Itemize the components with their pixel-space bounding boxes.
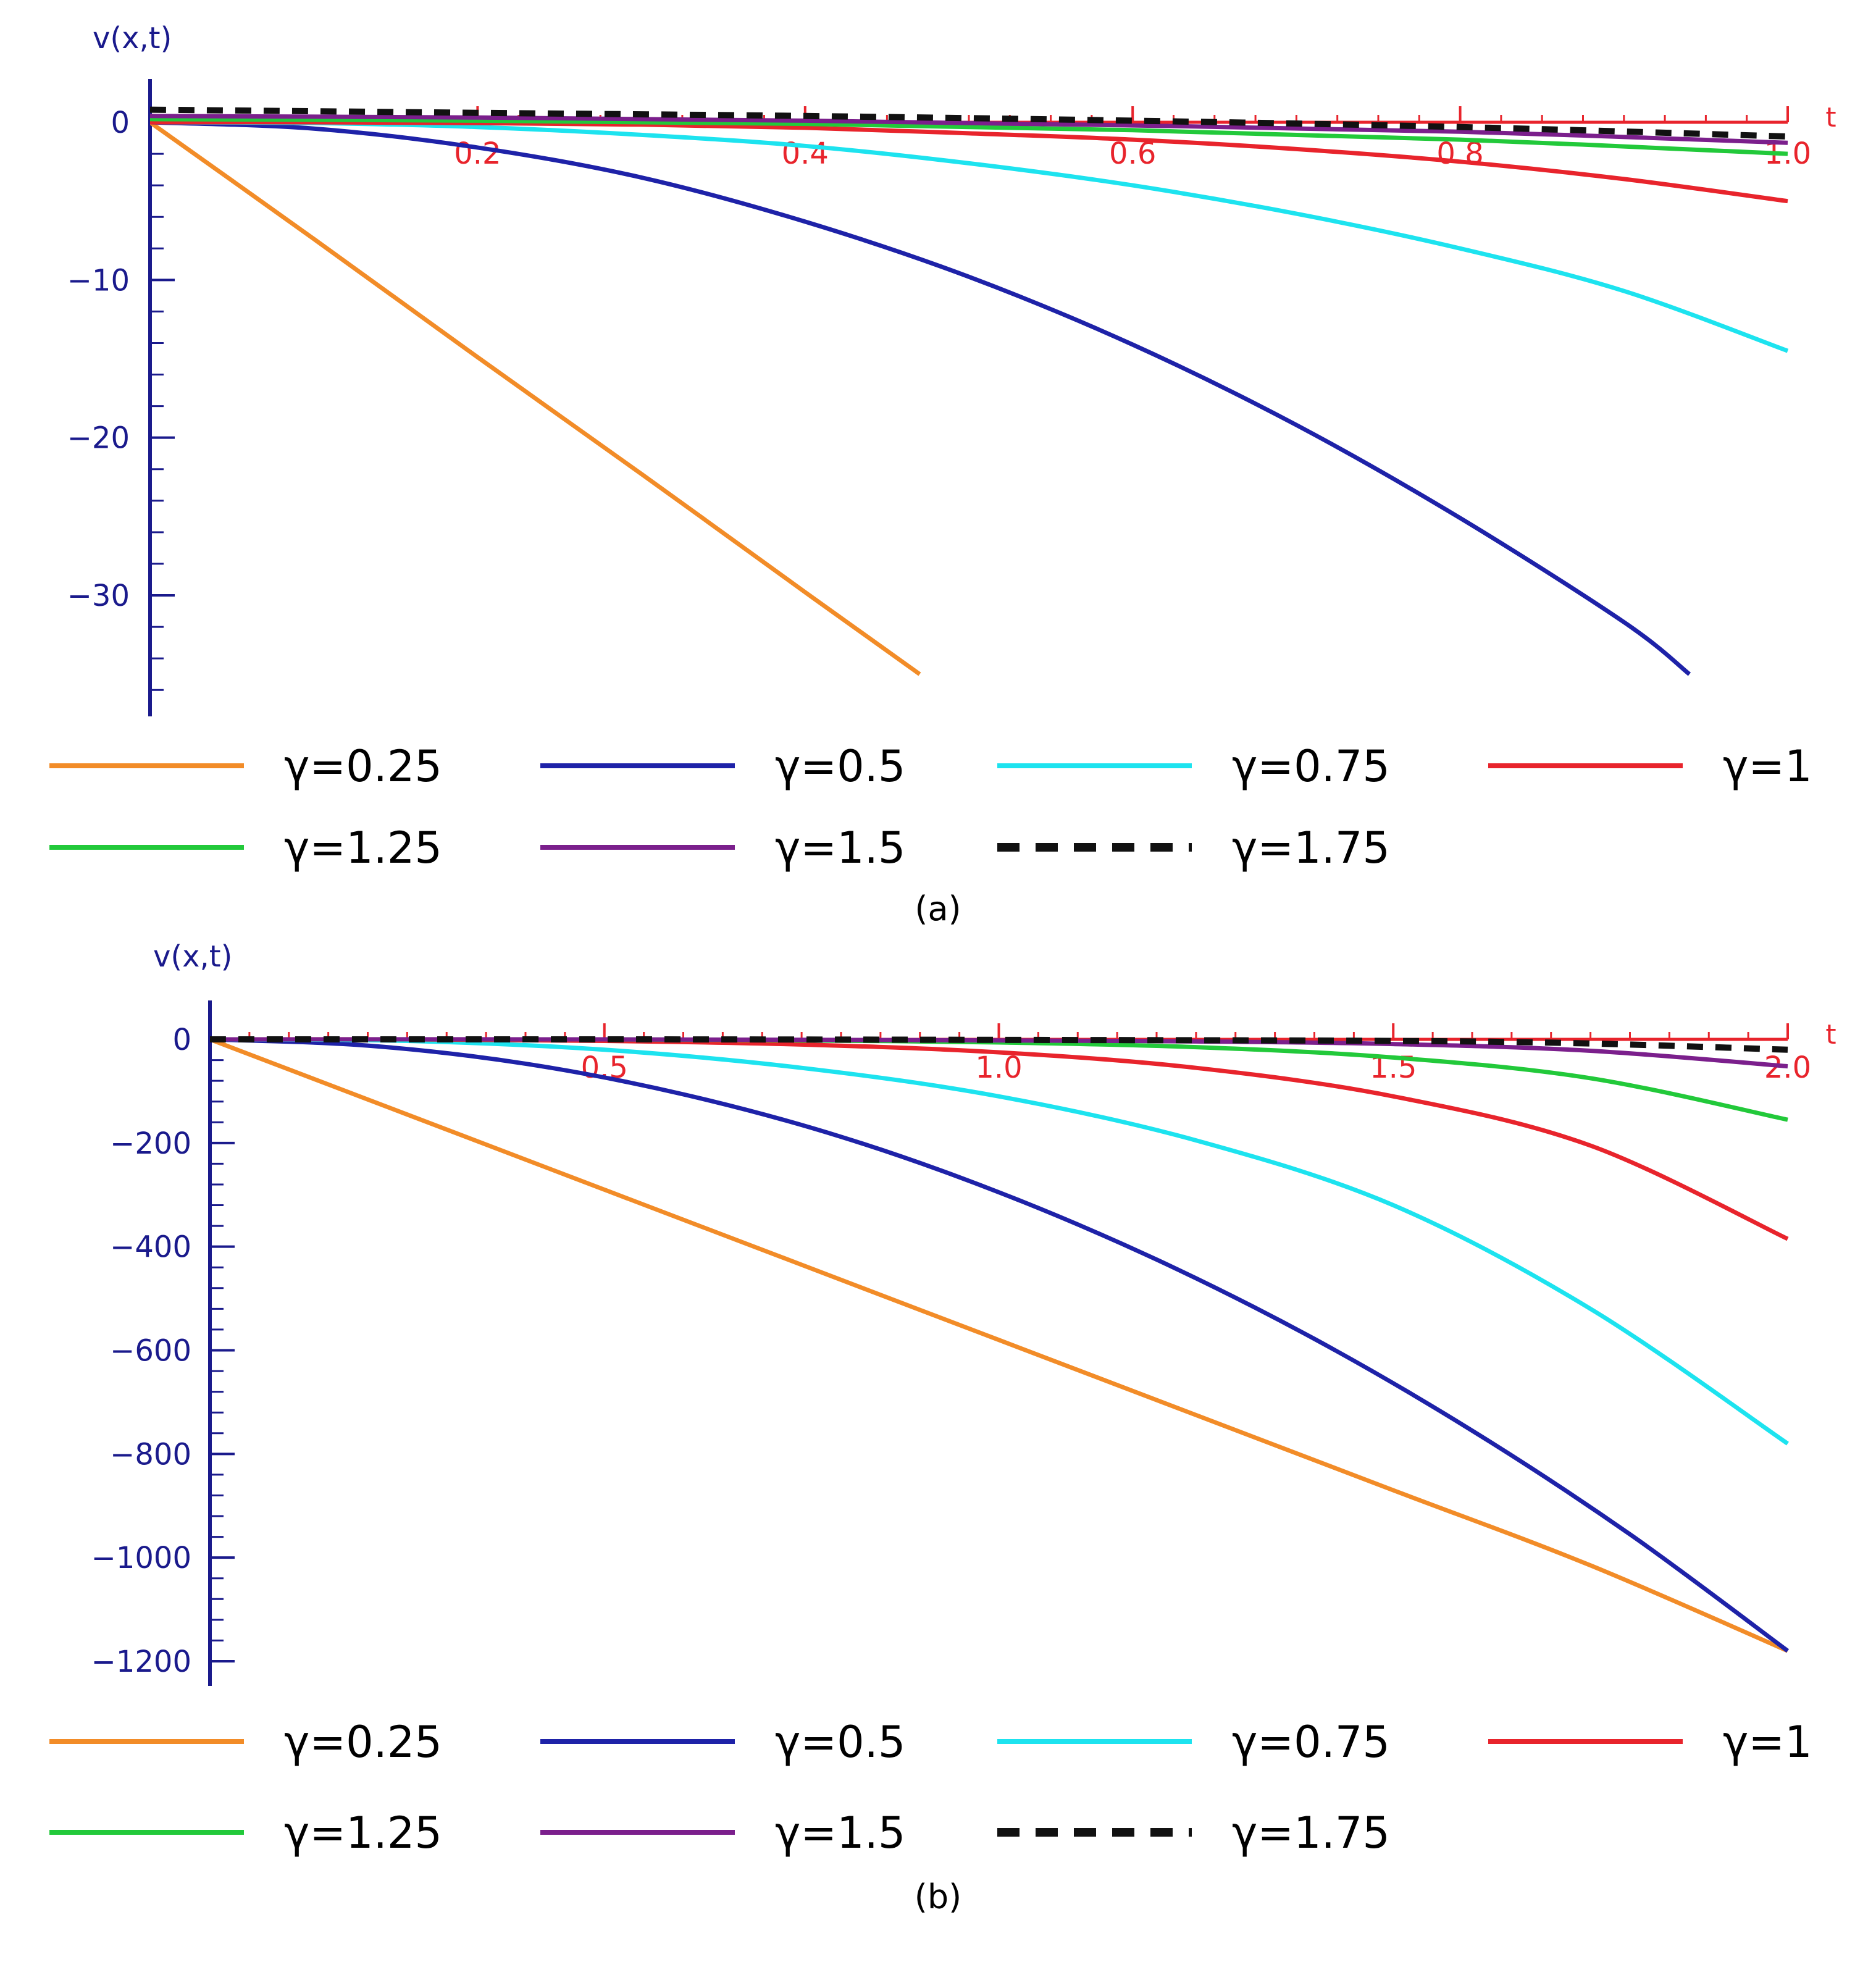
series-line-0.5 <box>150 120 1691 676</box>
series-line-1.25 <box>150 117 1788 156</box>
series-line-0.25 <box>210 1037 1789 1653</box>
series-line-1.5 <box>150 114 1788 145</box>
x-axis-title: t <box>1825 1019 1836 1050</box>
y-tick-label: −400 <box>110 1230 191 1265</box>
legend-label: γ=1.75 <box>1232 823 1390 873</box>
legend-label: γ=1.25 <box>284 823 442 873</box>
legend-label: γ=1 <box>1723 741 1812 792</box>
series-line-0.75 <box>210 1037 1789 1446</box>
x-tick-label: 0.4 <box>782 136 829 171</box>
y-tick-label: −600 <box>110 1334 191 1369</box>
y-tick-label: 0 <box>172 1023 191 1057</box>
series-line-1.75 <box>210 1036 1788 1053</box>
x-tick-label: 2.0 <box>1764 1050 1811 1085</box>
legend: γ=0.25 γ=0.5 γ=0.75 γ=1 γ=1.25 γ=1.5 γ=1.75 <box>49 1717 1812 1858</box>
chart-panel-a: 0−10−20−300.2 0.4 0.6 0.8 1.0v(x,t)tγ=0.25 γ=… <box>49 21 1836 928</box>
y-tick-label: −20 <box>67 421 130 456</box>
y-tick-label: 0 <box>111 106 130 140</box>
legend-label: γ=0.5 <box>775 1717 905 1767</box>
legend-label: γ=1.5 <box>775 823 905 873</box>
series-line-0.25 <box>150 120 921 676</box>
series-line-1 <box>150 120 1788 204</box>
legend-label: γ=1.25 <box>284 1808 442 1858</box>
series-group <box>150 106 1789 676</box>
series-line-0.75 <box>150 120 1789 353</box>
legend-label: γ=0.5 <box>775 741 905 792</box>
y-tick-label: −800 <box>110 1437 191 1472</box>
series-group <box>210 1036 1790 1653</box>
legend-label: γ=0.75 <box>1232 741 1390 792</box>
x-tick-label: 0.2 <box>454 136 501 171</box>
legend-label: γ=0.25 <box>284 1717 442 1767</box>
y-axis-title: v(x,t) <box>153 939 232 974</box>
y-axis-title: v(x,t) <box>93 21 172 56</box>
y-tick-label: −30 <box>67 579 130 613</box>
legend-label: γ=1.75 <box>1232 1808 1390 1858</box>
panel-caption: (b) <box>915 1877 961 1916</box>
x-axis-title: t <box>1825 102 1836 133</box>
panel-caption: (a) <box>915 889 961 928</box>
series-line-0.5 <box>210 1037 1790 1653</box>
legend-label: γ=1 <box>1723 1717 1812 1767</box>
legend-label: γ=0.25 <box>284 741 442 792</box>
y-tick-label: −1200 <box>91 1645 191 1679</box>
y-tick-label: −200 <box>110 1126 191 1161</box>
x-tick-label: 1.0 <box>975 1050 1022 1085</box>
y-tick-label: −1000 <box>91 1541 191 1575</box>
legend-label: γ=1.5 <box>775 1808 905 1858</box>
legend-label: γ=0.75 <box>1232 1717 1390 1767</box>
legend: γ=0.25 γ=0.5 γ=0.75 γ=1 γ=1.25 γ=1.5 γ=1.75 <box>49 741 1812 873</box>
y-tick-label: −10 <box>67 263 130 298</box>
